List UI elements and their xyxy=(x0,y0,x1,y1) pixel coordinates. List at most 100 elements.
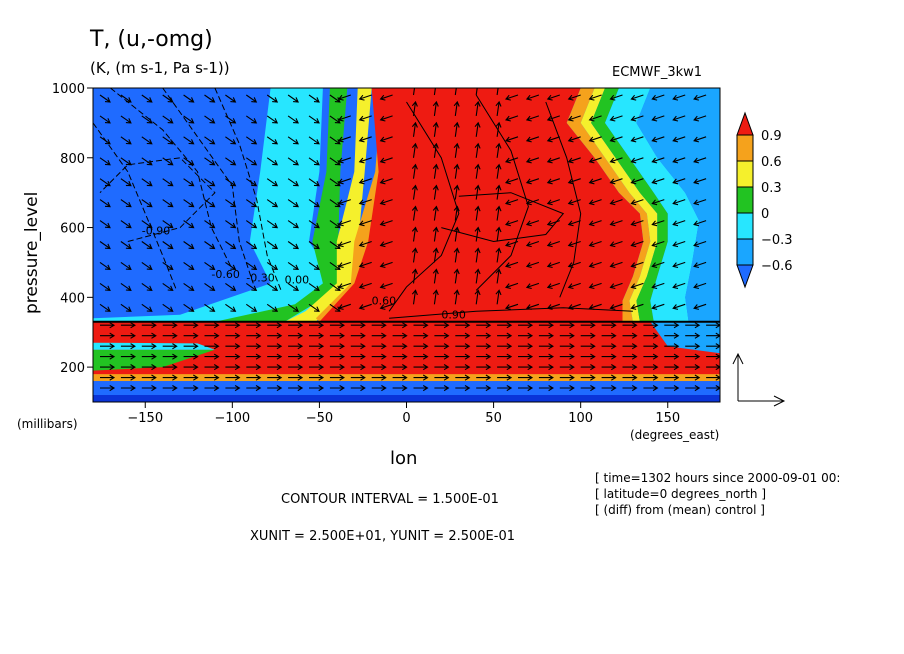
wind-vector-130 xyxy=(245,178,258,187)
wind-vector-251 xyxy=(371,385,387,392)
wind-vector-415 xyxy=(567,115,581,122)
wind-vector-335 xyxy=(476,322,492,329)
wind-vector-141 xyxy=(246,364,262,371)
wind-vector-364 xyxy=(504,178,519,185)
wind-vector-221 xyxy=(337,199,351,206)
wind-vector-55 xyxy=(162,115,174,124)
wind-vector-47 xyxy=(141,322,157,329)
wind-vector-500 xyxy=(664,353,680,360)
wind-vector-333 xyxy=(474,268,481,284)
wind-vector-240 xyxy=(358,220,372,227)
wind-vector-83 xyxy=(183,322,199,329)
wind-vector-404 xyxy=(546,261,560,269)
wind-vector-406 xyxy=(546,303,560,310)
contour-interval-text: CONTOUR INTERVAL = 1.500E-01 xyxy=(281,492,499,507)
wind-vector-29 xyxy=(120,322,136,329)
wind-vector-341 xyxy=(476,385,492,392)
x-tick-label-4: 50 xyxy=(485,411,502,426)
wind-vector-526 xyxy=(693,178,707,185)
x-tick-label-5: 100 xyxy=(568,411,593,426)
wind-vector-109 xyxy=(225,115,237,124)
wind-vector-444 xyxy=(601,332,617,339)
wind-vector-150 xyxy=(266,220,279,229)
wind-vector-323 xyxy=(455,385,471,392)
wind-vector-291 xyxy=(432,142,439,158)
wind-vector-409 xyxy=(559,343,575,350)
wind-vector-271 xyxy=(411,100,418,116)
wind-vector-160 xyxy=(267,374,283,381)
wind-vector-372 xyxy=(518,332,534,339)
fill-orange-band-east xyxy=(566,88,651,322)
wind-vector-250 xyxy=(371,374,387,381)
wind-vector-521 xyxy=(685,385,701,392)
wind-vector-265 xyxy=(392,343,408,350)
wind-vector-534 xyxy=(706,332,720,339)
wind-vector-142 xyxy=(246,374,262,381)
wind-vector-88 xyxy=(183,374,199,381)
fill-red-upper-layer xyxy=(93,321,720,382)
wind-vector-165 xyxy=(287,157,299,166)
chart-subtitle: (K, (m s-1, Pa s-1)) xyxy=(90,59,230,77)
wind-vector-153 xyxy=(266,282,279,292)
wind-vector-481 xyxy=(643,343,659,350)
wind-vector-464 xyxy=(622,353,638,360)
wind-vector-256 xyxy=(379,178,393,185)
wind-vector-290 xyxy=(432,121,439,137)
wind-vector-303 xyxy=(434,364,450,371)
wind-vector-53 xyxy=(141,385,157,392)
wind-vector-504 xyxy=(672,94,686,101)
plot-area: -0.60 -0.30 0.00 0.60 -0.90 0.90 xyxy=(93,88,720,402)
wind-vector-511 xyxy=(672,240,686,248)
y-tick-label-2: 600 xyxy=(60,222,85,237)
wind-vector-170 xyxy=(287,261,299,271)
wind-vector-182 xyxy=(308,136,320,145)
wind-vector-238 xyxy=(358,178,372,185)
wind-vector-1 xyxy=(99,115,111,124)
wind-vector-168 xyxy=(287,220,299,229)
wind-vector-530 xyxy=(693,261,707,269)
wind-vector-459 xyxy=(609,282,623,290)
wind-vector-186 xyxy=(308,220,320,229)
wind-vector-176 xyxy=(288,353,304,360)
wind-vector-382 xyxy=(525,178,540,185)
wind-vector-136 xyxy=(245,303,258,312)
wind-vector-466 xyxy=(622,374,638,381)
wind-vector-412 xyxy=(559,374,575,381)
wind-vector-33 xyxy=(120,364,136,371)
wind-vector-192 xyxy=(309,332,325,339)
wind-vector-309 xyxy=(453,142,460,158)
wind-vector-495 xyxy=(651,282,665,290)
wind-vector-441 xyxy=(588,282,602,290)
wind-vector-368 xyxy=(504,261,519,269)
wind-vector-527 xyxy=(693,199,707,206)
wind-vector-375 xyxy=(518,364,534,371)
wind-vector-355 xyxy=(497,343,513,350)
wind-vector-81 xyxy=(183,282,195,292)
wind-vector-304 xyxy=(434,374,450,381)
wind-vector-105 xyxy=(204,364,220,371)
wind-vector-58 xyxy=(162,178,174,187)
wind-vector-473 xyxy=(630,199,644,206)
wind-vector-180 xyxy=(308,94,320,103)
wind-vector-28 xyxy=(120,303,132,312)
wind-vector-427 xyxy=(580,343,596,350)
wind-vector-162 xyxy=(287,94,299,103)
wind-vector-387 xyxy=(525,282,540,290)
wind-vector-442 xyxy=(588,303,602,310)
wind-vector-477 xyxy=(630,282,644,290)
wind-vector-242 xyxy=(358,261,372,269)
x-axis: −150 −100 −50 0 50 100 150 xyxy=(127,402,680,426)
wind-vector-485 xyxy=(643,385,659,392)
wind-vector-413 xyxy=(559,385,575,392)
wind-vector-69 xyxy=(162,364,178,371)
wind-vector-62 xyxy=(162,261,174,271)
wind-vector-19 xyxy=(120,115,132,124)
y-tick-label-4: 200 xyxy=(60,361,85,376)
wind-vector-430 xyxy=(580,374,596,381)
wind-vector-102 xyxy=(204,332,220,339)
wind-vector-458 xyxy=(609,261,623,269)
wind-vector-460 xyxy=(609,303,623,310)
contour-west-4 xyxy=(99,157,216,242)
x-tick-label-1: −100 xyxy=(214,411,250,426)
wind-vector-113 xyxy=(225,199,237,208)
